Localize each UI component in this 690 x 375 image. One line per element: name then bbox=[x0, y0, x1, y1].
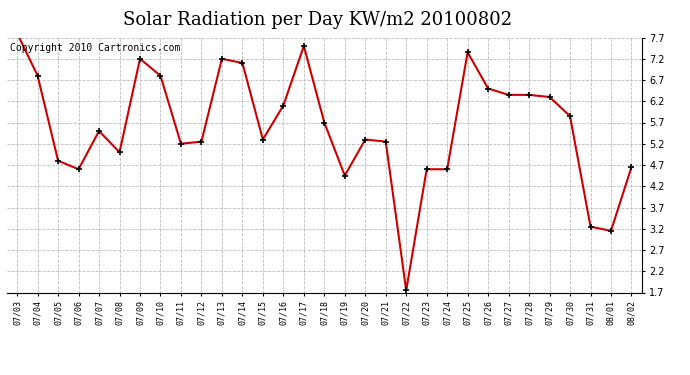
Text: Copyright 2010 Cartronics.com: Copyright 2010 Cartronics.com bbox=[10, 43, 181, 52]
Text: Solar Radiation per Day KW/m2 20100802: Solar Radiation per Day KW/m2 20100802 bbox=[123, 11, 512, 29]
